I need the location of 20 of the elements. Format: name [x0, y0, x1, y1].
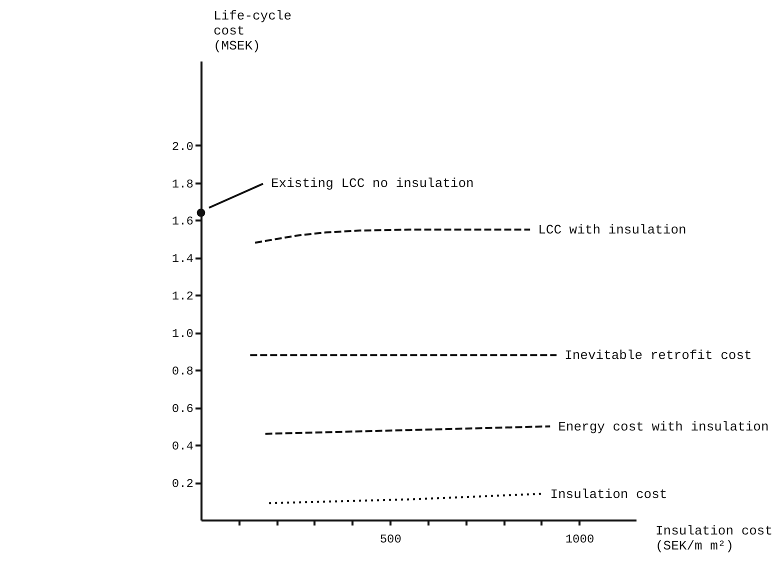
- x-tick-label: 500: [380, 532, 402, 546]
- series-label: Inevitable retrofit cost: [564, 348, 752, 364]
- series-label: Energy cost with insulation: [558, 419, 769, 434]
- y-tick-label: 0.8: [172, 364, 194, 379]
- series-label: LCC with insulation: [538, 222, 686, 238]
- annotation: Existing LCC no insulation: [271, 176, 474, 191]
- y-tick-label: 1.4: [172, 252, 194, 266]
- y-tick-label: 1.8: [172, 177, 194, 192]
- y-axis-title: Life-cycle cost (MSEK): [214, 8, 292, 54]
- x-tick-label: 1000: [565, 532, 594, 546]
- y-tick-label: 0.6: [172, 402, 194, 416]
- series-label: Insulation cost: [550, 486, 668, 502]
- y-tick-label: 0.4: [172, 440, 194, 454]
- y-tick-label: 0.2: [172, 477, 194, 492]
- y-tick-label: 1.0: [172, 327, 194, 342]
- line-series: [254, 228, 532, 244]
- y-tick-label: 1.6: [172, 214, 194, 229]
- y-tick-label: 1.2: [172, 290, 194, 304]
- x-axis-title: Insulation cost (SEK/m m²): [656, 524, 773, 554]
- y-tick-label: 2.0: [172, 140, 194, 154]
